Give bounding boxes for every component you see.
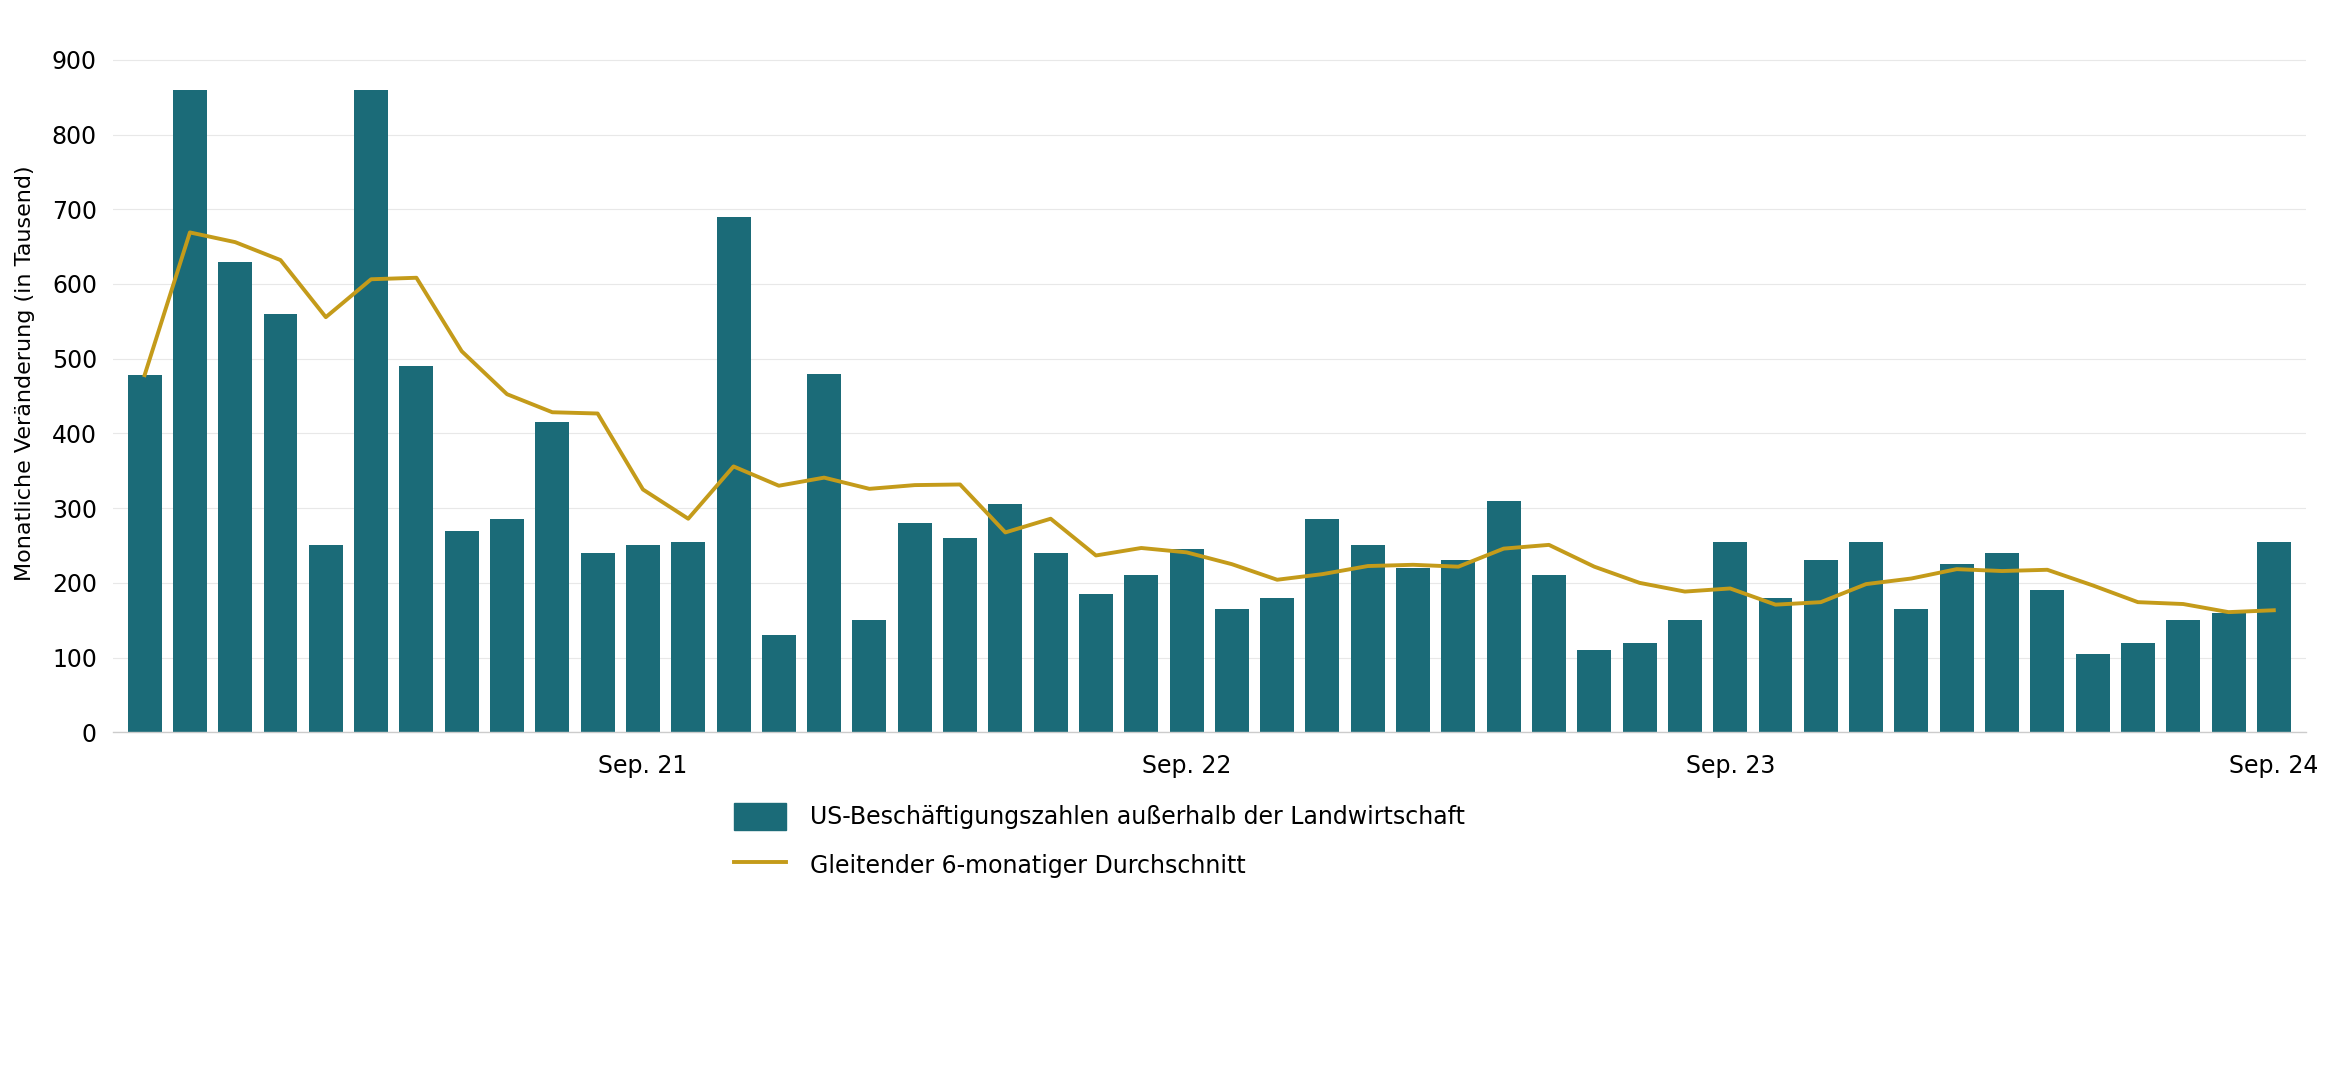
Bar	[851, 620, 886, 733]
Bar	[2121, 642, 2154, 733]
Bar	[353, 89, 388, 733]
Bar	[1759, 597, 1792, 733]
Bar	[1305, 520, 1340, 733]
Bar	[2213, 612, 2245, 733]
Bar	[218, 262, 253, 733]
Bar	[309, 545, 344, 733]
Bar	[1576, 650, 1612, 733]
Bar	[1441, 560, 1476, 733]
Bar	[1712, 542, 1747, 733]
Bar	[129, 375, 161, 733]
Bar	[1850, 542, 1883, 733]
Y-axis label: Monatliche Veränderung (in Tausend): Monatliche Veränderung (in Tausend)	[14, 166, 35, 581]
Legend: US-Beschäftigungszahlen außerhalb der Landwirtschaft, Gleitender 6-monatiger Dur: US-Beschäftigungszahlen außerhalb der La…	[734, 803, 1464, 879]
Bar	[1261, 597, 1293, 733]
Bar	[1396, 568, 1429, 733]
Bar	[536, 422, 568, 733]
Bar	[1803, 560, 1838, 733]
Bar	[989, 505, 1022, 733]
Bar	[1623, 642, 1656, 733]
Bar	[1078, 594, 1113, 733]
Bar	[1214, 609, 1249, 733]
Bar	[2075, 654, 2110, 733]
Bar	[716, 217, 751, 733]
Bar	[1668, 620, 1703, 733]
Bar	[491, 520, 524, 733]
Bar	[173, 89, 206, 733]
Bar	[1895, 609, 1927, 733]
Bar	[1939, 564, 1974, 733]
Bar	[671, 542, 706, 733]
Bar	[1532, 575, 1567, 733]
Bar	[943, 538, 978, 733]
Bar	[1170, 550, 1205, 733]
Bar	[898, 523, 931, 733]
Bar	[400, 366, 433, 733]
Bar	[763, 635, 795, 733]
Bar	[627, 545, 660, 733]
Bar	[807, 374, 842, 733]
Bar	[1986, 553, 2019, 733]
Bar	[444, 530, 479, 733]
Bar	[2030, 590, 2065, 733]
Bar	[1352, 545, 1385, 733]
Bar	[1034, 553, 1067, 733]
Bar	[1125, 575, 1158, 733]
Bar	[580, 553, 615, 733]
Bar	[1488, 501, 1520, 733]
Bar	[2257, 542, 2290, 733]
Bar	[2166, 620, 2201, 733]
Bar	[264, 314, 297, 733]
